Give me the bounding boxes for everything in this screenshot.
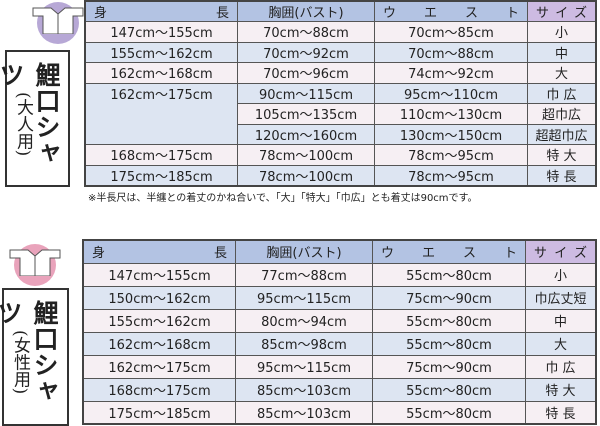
table-cell: 90cm～115cm xyxy=(237,82,375,104)
table-cell: 55cm～80cm xyxy=(372,331,526,356)
table-cell: 95cm～110cm xyxy=(374,82,528,104)
table-cell: 巾広丈短 xyxy=(525,285,597,310)
table-cell: 78cm～95cm xyxy=(374,164,528,186)
table-cell: 168cm～175cm xyxy=(82,377,236,402)
table-cell: 95cm～115cm xyxy=(235,354,373,379)
table-row: 155cm～162cm 70cm～92cm 70cm～88cm 中 xyxy=(84,41,597,63)
table-row: 162cm～175cm 90cm～115cm 95cm～110cm 巾 広 xyxy=(84,82,597,145)
table-cell: 162cm～175cm xyxy=(82,354,236,379)
table-row: 175cm～185cm 85cm～103cm 55cm～80cm 特 長 xyxy=(82,400,597,425)
table-row: 168cm～175cm 85cm～103cm 55cm～80cm 特 大 xyxy=(82,377,597,402)
table-cell: 75cm～90cm xyxy=(372,354,526,379)
product-title: 鯉口シャツ xyxy=(0,62,61,166)
table-cell: 78cm～100cm xyxy=(237,164,375,186)
product-label-men: 鯉口シャツ (大人用) xyxy=(0,50,70,187)
table-cell: 110cm～130cm xyxy=(374,103,528,125)
product-subtitle: (女性用) xyxy=(10,330,30,395)
table-row: 147cm～155cm 77cm～88cm 55cm～80cm 小 xyxy=(82,262,597,287)
shirt-icon-women xyxy=(9,244,61,286)
table-row: 162cm～175cm 95cm～115cm 75cm～90cm 巾 広 xyxy=(82,354,597,379)
table-cell: 55cm～80cm xyxy=(372,308,526,333)
size-table-men: 身 長胸囲(バスト) ウエスト サイズ 147cm～155cm 70cm～88cm 70… xyxy=(84,0,597,187)
table-cell: 77cm～88cm xyxy=(235,262,373,287)
table-cell: 105cm～135cm xyxy=(237,103,375,125)
table-cell: 162cm～175cm xyxy=(84,82,238,145)
table-cell: 168cm～175cm xyxy=(84,144,238,166)
table-cell: 55cm～80cm xyxy=(372,400,526,425)
table-cell: 78cm～95cm xyxy=(374,144,528,166)
table-cell: 162cm～168cm xyxy=(84,62,238,84)
header-bust: 胸囲(バスト) xyxy=(235,239,373,264)
table-row: 168cm～175cm 78cm～100cm 78cm～95cm 特 大 xyxy=(84,144,597,166)
table-cell: 中 xyxy=(525,308,597,333)
table-cell: 147cm～155cm xyxy=(82,262,236,287)
table-cell: 中 xyxy=(527,41,597,63)
table-row: 162cm～168cm 70cm～96cm 74cm～92cm 大 xyxy=(84,62,597,84)
table-cell: 70cm～88cm xyxy=(374,41,528,63)
table-row: 105cm～135cm 110cm～130cm 超巾広 xyxy=(85,103,597,125)
table-cell: 大 xyxy=(527,62,597,84)
length-note: ※半長尺は、半纏との着丈のかね合いで、「大」「特大」「巾広」とも着丈は90cmで… xyxy=(88,193,478,204)
size-table-women: 身 長胸囲(バスト) ウエスト サイズ 147cm～155cm 77cm～88cm 55… xyxy=(82,239,597,425)
table-row: 120cm～160cm 130cm～150cm 超超巾広 xyxy=(85,123,597,145)
table-cell: 78cm～100cm xyxy=(237,144,375,166)
table-cell: 超巾広 xyxy=(527,103,597,125)
product-label-women: 鯉口シャツ (女性用) xyxy=(0,288,69,426)
table-cell: 120cm～160cm xyxy=(237,123,375,145)
table-cell: 130cm～150cm xyxy=(374,123,528,145)
table-cell: 85cm～103cm xyxy=(235,377,373,402)
table-cell: 70cm～96cm xyxy=(237,62,375,84)
header-size: サイズ xyxy=(527,0,597,22)
table-cell: 70cm～92cm xyxy=(237,41,375,63)
header-height: 身 長 xyxy=(82,239,236,264)
table-cell: 150cm～162cm xyxy=(82,285,236,310)
table-cell: 特 長 xyxy=(525,400,597,425)
header-size: サイズ xyxy=(525,239,597,264)
table-row: 162cm～168cm 85cm～98cm 55cm～80cm 大 xyxy=(82,331,597,356)
table-cell: 80cm～94cm xyxy=(235,308,373,333)
table-cell: 小 xyxy=(527,21,597,43)
table-cell: 85cm～98cm xyxy=(235,331,373,356)
table-cell: 175cm～185cm xyxy=(84,164,238,186)
header-bust: 胸囲(バスト) xyxy=(237,0,375,22)
header-waist: ウエスト xyxy=(374,0,528,22)
table-cell: 162cm～168cm xyxy=(82,331,236,356)
table-cell: 超超巾広 xyxy=(527,123,597,145)
table-cell: 155cm～162cm xyxy=(84,41,238,63)
table-cell: 特 大 xyxy=(525,377,597,402)
table-cell: 175cm～185cm xyxy=(82,400,236,425)
table-row: 147cm～155cm 70cm～88cm 70cm～85cm 小 xyxy=(84,21,597,43)
table-cell: 特 大 xyxy=(527,144,597,166)
table-cell: 147cm～155cm xyxy=(84,21,238,43)
table-cell: 155cm～162cm xyxy=(82,308,236,333)
table-row: 150cm～162cm 95cm～115cm 75cm～90cm 巾広丈短 xyxy=(82,285,597,310)
table-row: 175cm～185cm 78cm～100cm 78cm～95cm 特 長 xyxy=(84,164,597,186)
product-title: 鯉口シャツ xyxy=(0,300,59,404)
table-cell: 85cm～103cm xyxy=(235,400,373,425)
table-cell: 巾 広 xyxy=(527,82,597,104)
header-waist: ウエスト xyxy=(372,239,526,264)
table-cell: 70cm～85cm xyxy=(374,21,528,43)
shirt-icon-men xyxy=(32,2,84,44)
header-height: 身 長 xyxy=(84,0,238,22)
product-subtitle: (大人用) xyxy=(13,92,33,157)
table-cell: 75cm～90cm xyxy=(372,285,526,310)
table-cell: 特 長 xyxy=(527,164,597,186)
table-cell: 小 xyxy=(525,262,597,287)
table-cell: 74cm～92cm xyxy=(374,62,528,84)
table-cell: 95cm～115cm xyxy=(235,285,373,310)
table-cell: 55cm～80cm xyxy=(372,377,526,402)
table-cell: 大 xyxy=(525,331,597,356)
table-cell: 70cm～88cm xyxy=(237,21,375,43)
table-cell: 55cm～80cm xyxy=(372,262,526,287)
table-row: 155cm～162cm 80cm～94cm 55cm～80cm 中 xyxy=(82,308,597,333)
table-cell: 巾 広 xyxy=(525,354,597,379)
